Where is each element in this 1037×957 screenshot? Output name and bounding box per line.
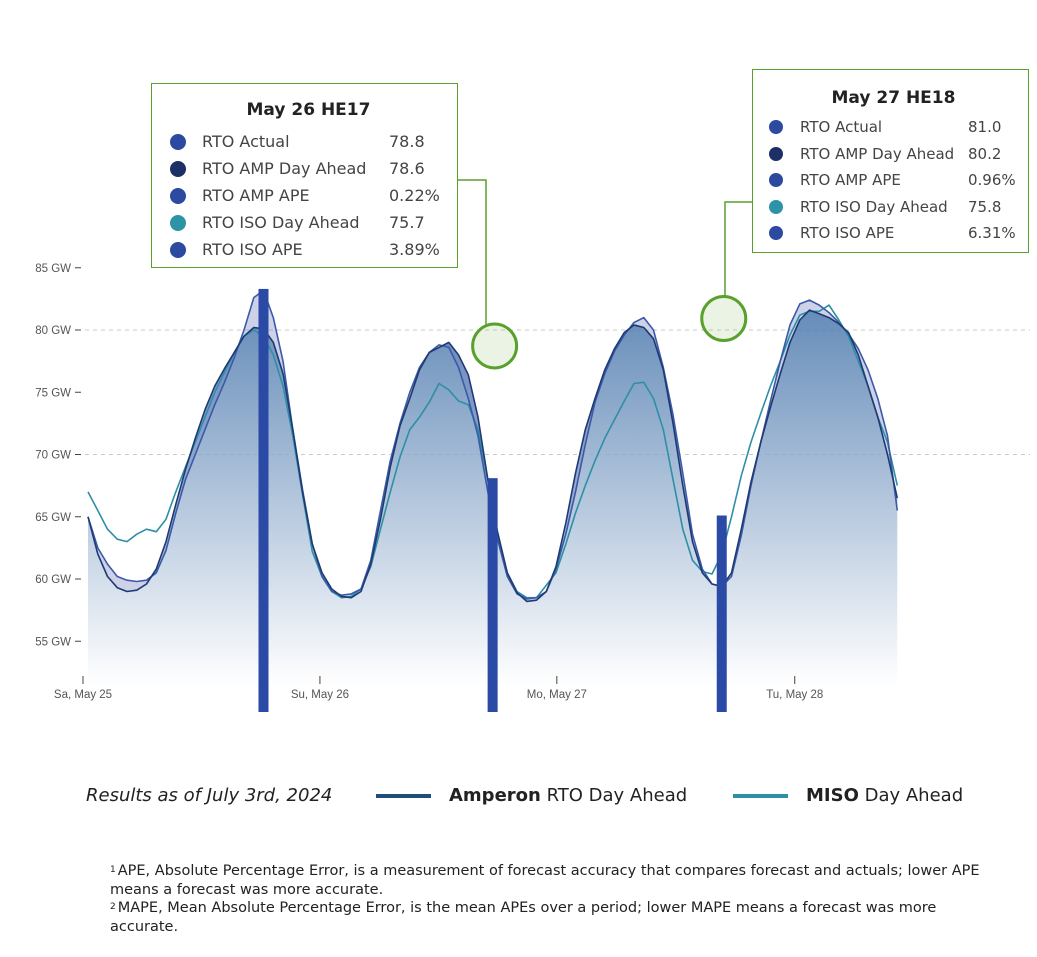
tooltip-row-value: 75.7 [389, 213, 425, 232]
tooltip-row-label: RTO AMP APE [800, 171, 901, 190]
tooltip-row: RTO AMP APE 0.22% [170, 182, 447, 209]
tooltip-row: RTO AMP Day Ahead 78.6 [170, 155, 447, 182]
series-dot-icon [170, 133, 186, 150]
load-chart: 55 GW 60 GW 65 GW 70 GW 75 GW 80 GW 85 GW Sa, M… [35, 179, 1030, 712]
tooltip-connector-layer [458, 179, 752, 326]
x-tick-label: Sa, May 25 [54, 689, 112, 701]
x-tick-label: Mo, May 27 [527, 689, 587, 701]
tooltip-row: RTO Actual 78.8 [170, 128, 447, 155]
tooltip-row: RTO ISO Day Ahead 75.8 [769, 194, 1018, 221]
tooltip-row-label: RTO ISO APE [202, 240, 303, 259]
tooltip-row-value: 78.8 [389, 132, 425, 151]
area-layer [88, 290, 898, 687]
tooltip-row: RTO ISO APE 6.31% [769, 220, 1018, 247]
legend-miso-label: Day Ahead [858, 785, 964, 806]
tooltip-row-label: RTO ISO Day Ahead [800, 197, 948, 216]
legend-amperon-brand: Amperon [449, 785, 541, 806]
tooltip-row-value: 3.89% [389, 240, 440, 259]
tooltip-row-value: 0.22% [389, 186, 440, 205]
footnote-number: 1 [110, 865, 116, 875]
tooltip-title: May 26 HE17 [246, 100, 371, 120]
series-dot-icon [769, 146, 783, 161]
y-tick-label: 55 GW [35, 636, 71, 648]
tooltip-may26: May 26 HE17 RTO Actual 78.8 RTO AMP Day … [151, 83, 458, 268]
tooltip-row-label: RTO AMP APE [202, 186, 310, 205]
y-tick-label: 75 GW [35, 387, 71, 399]
miso-line-swatch [733, 793, 788, 798]
tooltip-row: RTO Actual 81.0 [769, 114, 1018, 141]
tooltip-row-label: RTO ISO APE [800, 224, 895, 243]
tooltip-row: RTO AMP Day Ahead 80.2 [769, 141, 1018, 168]
y-tick-label: 65 GW [35, 512, 71, 524]
tooltip-row-label: RTO ISO Day Ahead [202, 213, 360, 232]
tooltip-connector-2 [724, 201, 752, 296]
marker-layer [471, 295, 748, 370]
legend-item-miso: MISO Day Ahead [733, 785, 963, 806]
series-dot-icon [769, 226, 783, 241]
footnote-text: MAPE, Mean Absolute Percentage Error, is… [110, 900, 937, 935]
y-tick-label: 60 GW [35, 574, 71, 586]
tooltip-row-value: 75.8 [968, 197, 1002, 216]
highlight-bar [487, 478, 498, 712]
footnote-number: 2 [110, 902, 116, 912]
footnotes: 1 APE, Absolute Percentage Error, is a me… [110, 862, 990, 936]
tooltip-row-value: 6.31% [968, 224, 1016, 243]
footnote-ape: 1 APE, Absolute Percentage Error, is a me… [110, 862, 990, 899]
y-tick-label: 70 GW [35, 450, 71, 462]
tooltip-may27: May 27 HE18 RTO Actual 81.0 RTO AMP Day … [752, 69, 1029, 253]
footnote-mape: 2 MAPE, Mean Absolute Percentage Error, i… [110, 899, 990, 936]
chart-legend: Results as of July 3rd, 2024 Amperon RTO… [86, 782, 1016, 812]
tooltip-row-value: 80.2 [968, 144, 1002, 163]
footnote-text: APE, Absolute Percentage Error, is a mea… [110, 863, 980, 898]
tooltip-row-label: RTO AMP Day Ahead [202, 159, 367, 178]
series-dot-icon [170, 214, 186, 231]
tooltip-row-value: 78.6 [389, 159, 425, 178]
selected-point-marker [700, 295, 748, 343]
tooltip-row-label: RTO AMP Day Ahead [800, 144, 955, 163]
series-dot-icon [769, 199, 783, 214]
tooltip-row-label: RTO Actual [202, 132, 290, 151]
highlight-bar [258, 288, 269, 712]
legend-item-amperon: Amperon RTO Day Ahead [376, 785, 687, 806]
legend-amperon-label: RTO Day Ahead [540, 785, 688, 806]
tooltip-row: RTO ISO Day Ahead 75.7 [170, 209, 447, 236]
series-dot-icon [170, 241, 186, 258]
legend-miso-brand: MISO [806, 785, 859, 806]
highlight-bar-layer [258, 288, 727, 712]
series-dot-icon [170, 160, 186, 177]
tooltip-row-label: RTO Actual [800, 118, 883, 137]
highlight-bar [716, 515, 727, 712]
amperon-line-swatch [376, 793, 431, 798]
axis-layer: 55 GW 60 GW 65 GW 70 GW 75 GW 80 GW 85 GW Sa, M… [35, 263, 823, 701]
tooltip-row-value: 81.0 [968, 118, 1002, 137]
series-dot-icon [170, 187, 186, 204]
series-dot-icon [769, 173, 783, 188]
x-tick-label: Su, May 26 [291, 689, 349, 701]
selected-point-marker [471, 322, 519, 370]
tooltip-connector-1 [458, 179, 487, 326]
tooltip-row: RTO ISO APE 3.89% [170, 236, 447, 263]
forecast-area [88, 310, 898, 687]
tooltip-title: May 27 HE18 [831, 88, 956, 108]
x-tick-label: Tu, May 28 [766, 689, 823, 701]
y-tick-label: 85 GW [35, 263, 71, 275]
y-tick-label: 80 GW [35, 325, 71, 337]
tooltip-row-value: 0.96% [968, 171, 1016, 190]
tooltip-row: RTO AMP APE 0.96% [769, 167, 1018, 194]
results-date-note: Results as of July 3rd, 2024 [86, 785, 333, 806]
series-dot-icon [769, 120, 783, 135]
